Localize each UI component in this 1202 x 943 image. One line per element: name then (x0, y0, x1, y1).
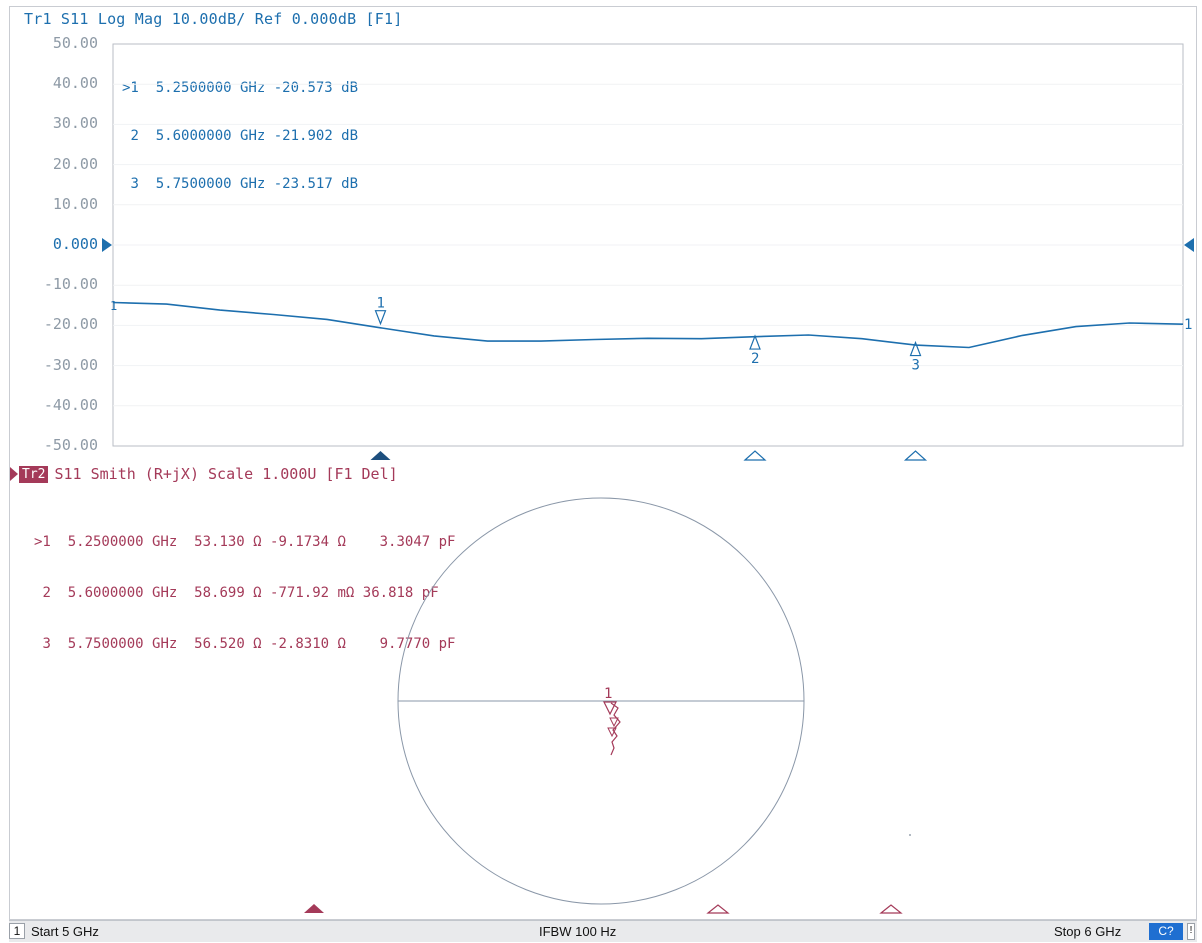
trace1-marker-3-icon[interactable] (909, 340, 922, 357)
trace2-smith-trace (610, 702, 621, 756)
ifbw-indicator[interactable]: IFBW 100 Hz (539, 924, 617, 939)
trace1-axis-marker-2-icon[interactable] (743, 450, 767, 461)
trace1-line (112, 301, 1184, 349)
smith-dot (909, 834, 911, 836)
trace2-marker-row: 2 5.6000000 GHz 58.699 Ω -771.92 mΩ 36.8… (42, 585, 439, 601)
status-end-indicator: ! (1187, 923, 1195, 940)
trace1-marker-2-icon[interactable] (749, 334, 761, 350)
ref-level-left-icon[interactable] (102, 238, 112, 252)
trace2-axis-marker-3-icon[interactable] (879, 904, 903, 914)
y-tick-label: -40.00 (43, 395, 98, 414)
trace1-marker-3-label: 3 (912, 358, 920, 374)
start-frequency[interactable]: Start 5 GHz (31, 924, 99, 939)
status-bar: 1 Start 5 GHz IFBW 100 Hz Stop 6 GHz C? … (9, 920, 1197, 942)
trace1-marker-row: 3 5.7500000 GHz -23.517 dB (130, 176, 359, 192)
trace2-marker-row: >1 5.2500000 GHz 53.130 Ω -9.1734 Ω 3.30… (34, 534, 456, 550)
trace1-end-label: 1 (1184, 317, 1192, 333)
y-tick-label: -20.00 (43, 315, 98, 334)
trace1-markers: 1 2 3 (374, 296, 922, 374)
trace2-marker-3-icon[interactable] (607, 727, 617, 738)
y-tick-label: 20.00 (52, 154, 98, 173)
trace2-header[interactable]: Tr2 S11 Smith (R+jX) Scale 1.000U [F1 Del… (10, 464, 398, 484)
trace1-axis-marker-1-icon[interactable] (370, 451, 391, 460)
trace1-marker-2-label: 2 (751, 351, 759, 367)
y-tick-label: 40.00 (52, 74, 98, 93)
trace1-marker-1-icon[interactable] (374, 310, 387, 326)
trace1-marker-row: 2 5.6000000 GHz -21.902 dB (130, 128, 359, 144)
trace2-marker-2-icon[interactable] (609, 717, 619, 728)
channel-indicator[interactable]: 1 (9, 923, 25, 939)
trace1-header[interactable]: Tr1 S11 Log Mag 10.00dB/ Ref 0.000dB [F1… (24, 10, 403, 28)
y-tick-label: 30.00 (52, 114, 98, 133)
trace2-marker-row: 3 5.7500000 GHz 56.520 Ω -2.8310 Ω 9.777… (42, 636, 456, 652)
y-tick-label: -30.00 (43, 355, 98, 374)
trace2-marker-1-icon[interactable] (603, 701, 617, 716)
active-trace-arrow-icon (10, 467, 18, 481)
trace1-start-tick: 1 (110, 299, 117, 313)
ref-level-right-icon[interactable] (1184, 238, 1194, 252)
trace2-marker-1-label: 1 (604, 686, 612, 702)
y-tick-label: 50.00 (52, 34, 98, 52)
logmag-gridlines (113, 83, 1183, 407)
y-tick-label: -50.00 (43, 436, 98, 454)
trace1-axis-markers (370, 450, 928, 461)
stop-frequency[interactable]: Stop 6 GHz (1054, 924, 1122, 939)
trace1-axis-marker-3-icon[interactable] (903, 450, 928, 461)
trace2-axis-marker-2-icon[interactable] (706, 904, 730, 914)
calibration-status[interactable]: C? (1149, 923, 1183, 940)
smith-chart: 1 (397, 497, 805, 905)
y-tick-label: 0.000 (52, 235, 98, 253)
y-tick-label: 10.00 (52, 194, 98, 213)
y-tick-label: -10.00 (43, 275, 98, 294)
trace2-header-text: S11 Smith (R+jX) Scale 1.000U [F1 Del] (54, 465, 398, 483)
trace2-marker-table: >1 5.2500000 GHz 53.130 Ω -9.1734 Ω 3.30… (34, 500, 455, 687)
trace2-tag[interactable]: Tr2 (19, 465, 49, 483)
trace1-marker-1-label: 1 (377, 296, 385, 312)
display-frame (9, 6, 1197, 920)
trace2-axis-marker-1-icon[interactable] (304, 904, 324, 913)
